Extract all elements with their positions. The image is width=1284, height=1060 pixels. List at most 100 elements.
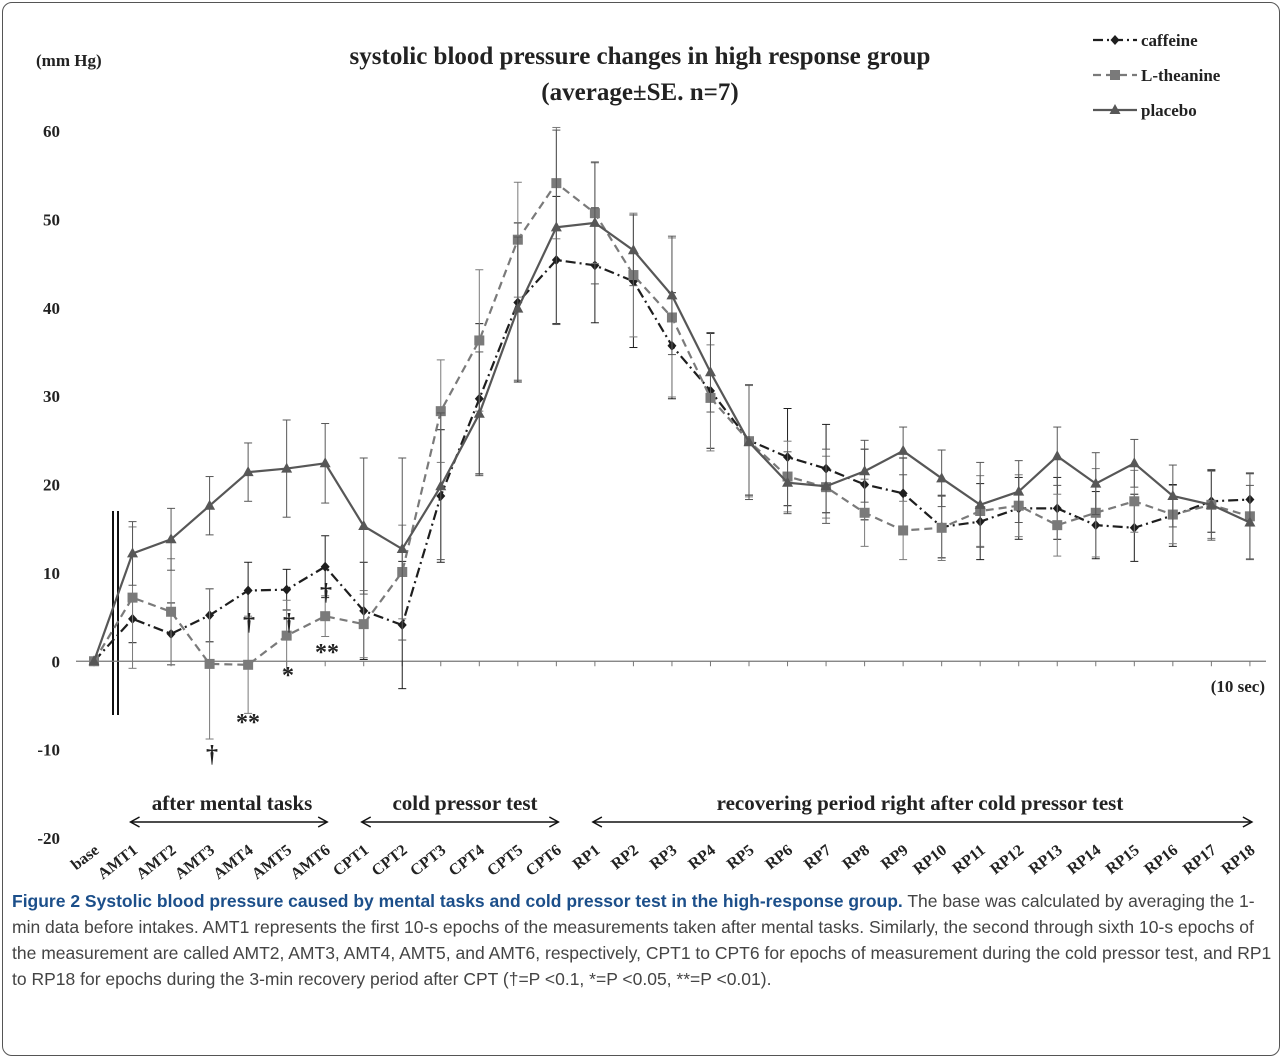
x-tick-label: CPT3 xyxy=(407,842,449,880)
x-tick-label: RP18 xyxy=(1218,842,1258,878)
x-tick-label: AMT4 xyxy=(210,842,256,883)
point xyxy=(204,658,215,669)
x-tick-label: RP9 xyxy=(878,842,912,873)
arrow-head xyxy=(128,816,140,828)
caption-text: The base was calculated by averaging the… xyxy=(12,891,1272,989)
x-tick-label: RP6 xyxy=(762,842,796,873)
point xyxy=(743,436,755,447)
x-tick-label: RP1 xyxy=(570,842,604,873)
y-axis-label: (mm Hg) xyxy=(36,51,102,70)
x-axis-label: (10 sec) xyxy=(1211,677,1265,696)
x-tick-label: AMT1 xyxy=(95,842,141,883)
caption-title: Figure 2 Systolic blood pressure caused … xyxy=(12,891,903,911)
point xyxy=(1110,35,1120,45)
y-tick-label: 0 xyxy=(52,652,61,671)
y-tick-label: 20 xyxy=(43,476,60,495)
point xyxy=(936,522,947,533)
point xyxy=(627,244,639,255)
y-tick-label: 60 xyxy=(43,122,60,141)
point xyxy=(1109,104,1121,114)
x-tick-label: RP10 xyxy=(910,842,950,878)
point xyxy=(1129,496,1140,507)
point xyxy=(1205,498,1217,509)
point xyxy=(512,302,524,313)
point xyxy=(666,289,678,300)
point xyxy=(242,466,254,477)
y-tick-label: 30 xyxy=(43,387,60,406)
annotation: † xyxy=(243,610,255,636)
point xyxy=(204,499,216,510)
x-tick-label: RP7 xyxy=(801,842,835,873)
y-tick-label: -20 xyxy=(37,829,60,848)
point xyxy=(319,457,331,468)
point xyxy=(165,533,177,544)
point xyxy=(358,520,370,531)
point xyxy=(435,480,447,491)
annotation: ** xyxy=(236,710,260,736)
arrow-head xyxy=(317,816,329,828)
x-tick-label: RP13 xyxy=(1026,842,1066,878)
legend-label: caffeine xyxy=(1141,31,1198,50)
y-tick-label: -10 xyxy=(37,741,60,760)
point xyxy=(820,480,832,491)
point xyxy=(127,547,139,558)
annotation: * xyxy=(282,663,294,689)
point xyxy=(859,507,870,518)
point xyxy=(898,488,908,499)
x-tick-label: RP12 xyxy=(987,842,1027,878)
y-tick-label: 50 xyxy=(43,210,60,229)
period-label: after mental tasks xyxy=(152,791,313,815)
point xyxy=(589,216,601,227)
point xyxy=(435,406,446,417)
point xyxy=(473,407,485,418)
arrow-head xyxy=(591,816,603,828)
point xyxy=(897,444,909,455)
point xyxy=(127,592,138,603)
annotation: † xyxy=(283,610,295,636)
point xyxy=(550,221,562,232)
point xyxy=(396,543,408,554)
annotation: ** xyxy=(315,640,339,666)
point xyxy=(88,655,100,666)
point xyxy=(1244,516,1256,527)
point xyxy=(358,619,369,630)
chart-subtitle: (average±SE. n=7) xyxy=(541,79,738,106)
point xyxy=(782,476,794,487)
point xyxy=(320,561,330,572)
point xyxy=(1110,70,1120,80)
x-tick-label: RP14 xyxy=(1064,842,1104,878)
point xyxy=(243,659,254,670)
annotation: † xyxy=(320,580,332,606)
arrow-head xyxy=(360,816,372,828)
x-tick-label: AMT5 xyxy=(249,842,295,883)
x-tick-label: RP5 xyxy=(724,842,758,873)
point xyxy=(320,611,331,622)
point xyxy=(166,606,177,617)
x-tick-label: CPT6 xyxy=(523,842,565,880)
point xyxy=(1052,520,1063,531)
x-tick-label: RP16 xyxy=(1141,842,1181,878)
point xyxy=(474,335,485,346)
chart-title: systolic blood pressure changes in high … xyxy=(350,43,931,70)
x-tick-label: AMT6 xyxy=(287,842,333,883)
x-tick-label: RP2 xyxy=(608,842,642,873)
point xyxy=(859,465,871,476)
x-tick-label: AMT3 xyxy=(172,842,218,883)
point xyxy=(282,584,292,595)
x-tick-label: CPT2 xyxy=(369,842,411,880)
annotation: † xyxy=(206,742,218,768)
x-tick-label: RP3 xyxy=(647,842,681,873)
y-tick-label: 10 xyxy=(43,564,60,583)
point xyxy=(898,525,909,536)
x-tick-label: CPT5 xyxy=(484,842,526,880)
point xyxy=(1167,489,1179,500)
point xyxy=(974,498,986,509)
point xyxy=(243,585,253,596)
x-tick-label: RP8 xyxy=(839,842,873,873)
point xyxy=(1128,457,1140,468)
arrow-head xyxy=(548,816,560,828)
point xyxy=(1051,450,1063,461)
x-tick-label: RP15 xyxy=(1103,842,1143,878)
